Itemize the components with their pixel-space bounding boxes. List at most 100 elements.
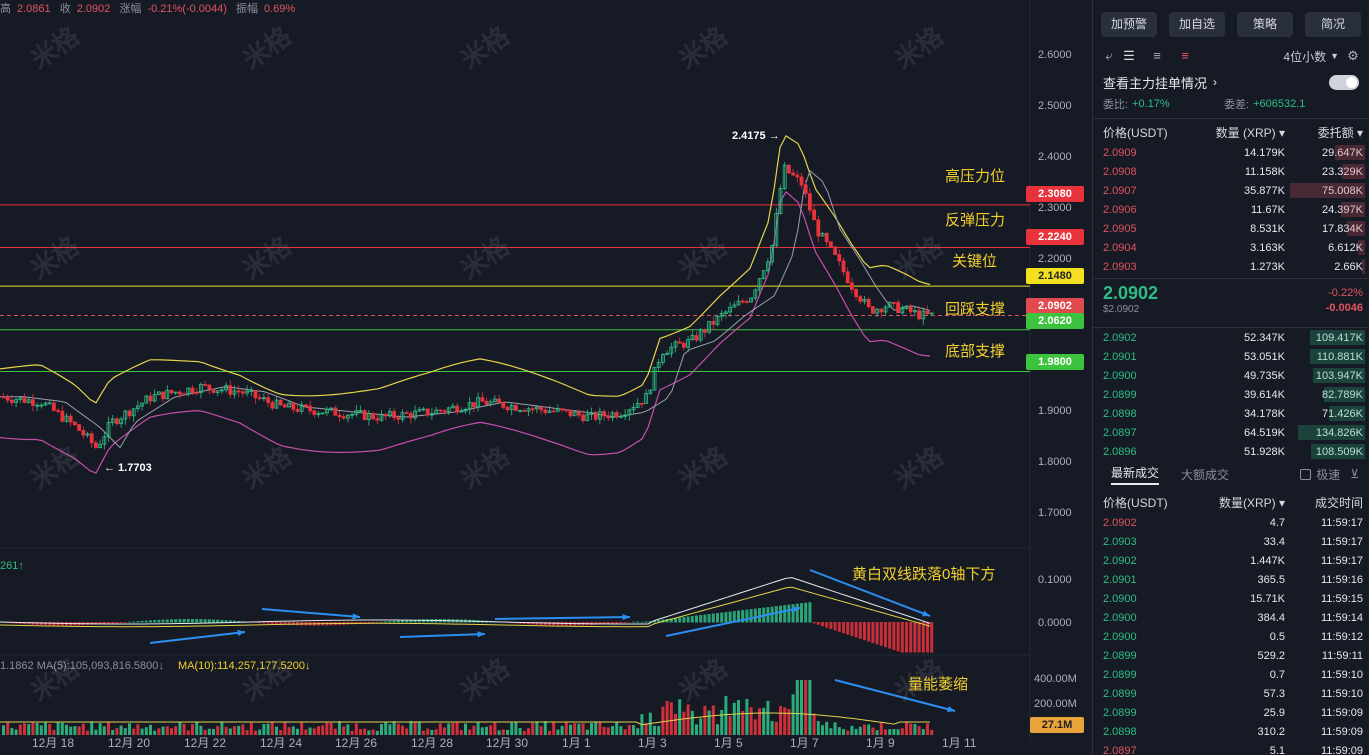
macd-dea-line [0, 586, 931, 628]
bid-row-value: 109.417K [1315, 331, 1363, 344]
candle-body [904, 305, 909, 310]
ask-row[interactable]: 2.0909 14.179K 29.647K [1093, 143, 1369, 162]
trade-row[interactable]: 2.0899 57.3 11:59:10 [1093, 684, 1369, 703]
overview-button[interactable]: 简况 [1305, 12, 1361, 37]
ask-depth-bar [1341, 164, 1365, 179]
macd-bar [753, 608, 757, 623]
depth-toggle[interactable] [1329, 74, 1359, 90]
price-chart[interactable] [0, 0, 1090, 755]
volume-bar [136, 724, 140, 735]
trade-row[interactable]: 2.0901 365.5 11:59:16 [1093, 570, 1369, 589]
trend-arrow [665, 607, 801, 637]
ob-header-qty[interactable]: 数量 (XRP) ▾ [1215, 125, 1285, 140]
volume-bar [338, 721, 341, 735]
volume-bar [871, 727, 875, 735]
volume-bar [678, 699, 682, 735]
orderbook-both-icon[interactable]: ☰ [1123, 48, 1135, 63]
volume-bar [602, 726, 606, 735]
y-tick-label: 2.5000 [1038, 100, 1072, 113]
orderbook-bids-icon[interactable]: ≡ [1153, 48, 1161, 63]
volume-bar [888, 729, 892, 735]
trade-row-qty: 0.5 [1269, 630, 1285, 643]
bid-row[interactable]: 2.0901 53.051K 110.881K [1093, 347, 1369, 366]
candle-body [648, 389, 653, 394]
candle-body [219, 389, 224, 392]
candle-body [442, 410, 447, 413]
ask-row[interactable]: 2.0903 1.273K 2.66K [1093, 257, 1369, 276]
ohlc-high: 2.0861 [17, 3, 51, 15]
bid-row[interactable]: 2.0899 39.614K 82.789K [1093, 385, 1369, 404]
tab-large-trades[interactable]: 大额成交 [1181, 467, 1230, 482]
ask-row[interactable]: 2.0907 35.877K 75.008K [1093, 181, 1369, 200]
tab-latest-trades[interactable]: 最新成交 [1111, 464, 1160, 485]
candle-body [598, 411, 602, 420]
trade-row[interactable]: 2.0900 0.5 11:59:12 [1093, 627, 1369, 646]
ask-row[interactable]: 2.0905 8.531K 17.834K [1093, 219, 1369, 238]
candle-body [610, 412, 615, 419]
candle-body [18, 397, 23, 401]
bid-depth-bar [1310, 444, 1365, 459]
volume-bar [434, 729, 438, 735]
volume-bar [892, 728, 896, 735]
add-watchlist-button[interactable]: 加自选 [1169, 12, 1225, 37]
volume-bar [422, 730, 425, 735]
trade-row[interactable]: 2.0902 4.7 11:59:17 [1093, 513, 1369, 532]
volume-bar [749, 707, 753, 735]
chevron-right-icon[interactable]: › [1213, 75, 1218, 89]
trade-row[interactable]: 2.0897 5.1 11:59:09 [1093, 741, 1369, 755]
bid-row[interactable]: 2.0896 51.928K 108.509K [1093, 442, 1369, 461]
macd-bar [686, 616, 690, 623]
trade-row[interactable]: 2.0903 33.4 11:59:17 [1093, 532, 1369, 551]
candle-body [913, 310, 917, 313]
expand-icon[interactable]: ⤶ [1105, 48, 1113, 63]
decimals-select[interactable]: 4位小数 [1283, 49, 1327, 64]
strategy-button[interactable]: 策略 [1237, 12, 1293, 37]
bid-row[interactable]: 2.0898 34.178K 71.426K [1093, 404, 1369, 423]
volume-bar [669, 702, 673, 735]
candle-body [577, 411, 581, 416]
bid-row[interactable]: 2.0900 49.735K 103.947K [1093, 366, 1369, 385]
trade-row[interactable]: 2.0899 0.7 11:59:10 [1093, 665, 1369, 684]
bid-row-qty: 53.051K [1244, 350, 1285, 363]
trade-row-qty: 365.5 [1257, 573, 1285, 586]
ask-row[interactable]: 2.0904 3.163K 6.612K [1093, 238, 1369, 257]
orderbook-asks-icon[interactable]: ≡ [1181, 48, 1189, 63]
volume-bar [930, 729, 934, 735]
candle-body [26, 399, 31, 403]
ask-row[interactable]: 2.0906 11.67K 24.397K [1093, 200, 1369, 219]
volume-bar [875, 730, 879, 735]
annotation-pullback-support: 回踩支撑 [945, 301, 1006, 318]
chevron-down-icon[interactable]: ▼ [1330, 51, 1339, 61]
trade-row[interactable]: 2.0900 15.71K 11:59:15 [1093, 589, 1369, 608]
candle-body [879, 308, 884, 313]
candle-body [333, 407, 338, 416]
volume-bar [921, 729, 925, 735]
trend-arrowhead [922, 610, 930, 617]
volume-bar [241, 724, 245, 735]
trade-row[interactable]: 2.0900 384.4 11:59:14 [1093, 608, 1369, 627]
filter-icon[interactable]: ⊻ [1350, 467, 1359, 481]
volume-bar [632, 725, 635, 735]
trade-row[interactable]: 2.0899 529.2 11:59:11 [1093, 646, 1369, 665]
trade-row[interactable]: 2.0899 25.9 11:59:09 [1093, 703, 1369, 722]
bid-row[interactable]: 2.0902 52.347K 109.417K [1093, 328, 1369, 347]
bid-row-price: 2.0896 [1103, 445, 1137, 458]
candle-body [329, 407, 334, 410]
add-alert-button[interactable]: 加预警 [1101, 12, 1157, 37]
fast-checkbox[interactable] [1300, 468, 1312, 480]
price-tag-last: 2.0902 [1026, 298, 1084, 314]
ask-row[interactable]: 2.0908 11.158K 23.329K [1093, 162, 1369, 181]
macd-bar [602, 622, 606, 625]
trade-row[interactable]: 2.0902 1.447K 11:59:17 [1093, 551, 1369, 570]
macd-bar [291, 622, 295, 626]
candle-body [140, 402, 145, 407]
trade-row[interactable]: 2.0898 310.2 11:59:09 [1093, 722, 1369, 741]
depth-title[interactable]: 查看主力挂单情况 [1103, 75, 1208, 91]
chart-area[interactable]: 高 2.0861 收 2.0902 涨幅 -0.21%(-0.0044) 振幅 0.69… [0, 0, 1149, 755]
bid-row[interactable]: 2.0897 64.519K 134.826K [1093, 423, 1369, 442]
ohlc-amplitude: 0.69% [264, 3, 296, 15]
volume-bar [737, 700, 740, 735]
ob-header-amount[interactable]: 委托额 ▾ [1317, 125, 1363, 140]
settings-icon[interactable]: ⚙ [1347, 48, 1359, 63]
trade-header-qty[interactable]: 数量(XRP) ▾ [1218, 495, 1285, 510]
